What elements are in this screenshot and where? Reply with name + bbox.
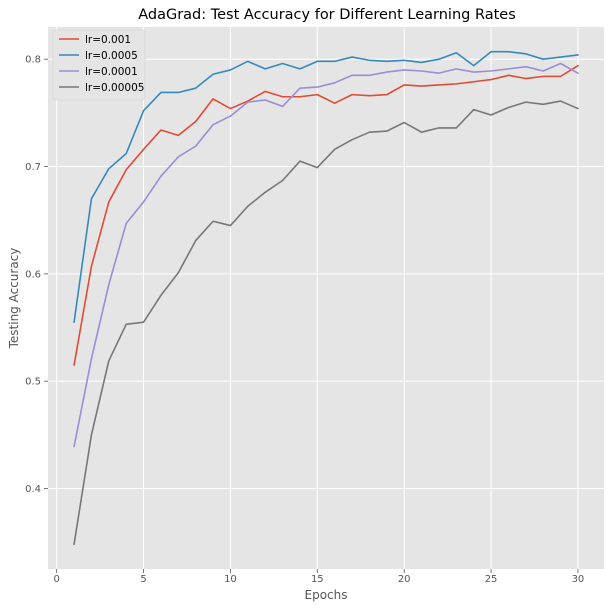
y-tick-label: 0.6 bbox=[25, 269, 41, 280]
legend: lr=0.001 lr=0.0005 lr=0.0001 lr=0.00005 bbox=[52, 29, 146, 101]
x-tick-label: 10 bbox=[224, 574, 237, 585]
y-tick-label: 0.7 bbox=[25, 162, 41, 173]
legend-frame bbox=[52, 29, 146, 101]
x-axis-label: Epochs bbox=[305, 588, 348, 602]
chart-title: AdaGrad: Test Accuracy for Different Lea… bbox=[138, 7, 516, 23]
legend-label-1: lr=0.0005 bbox=[85, 50, 138, 62]
x-tick-label: 20 bbox=[398, 574, 411, 585]
x-tick-label: 15 bbox=[311, 574, 324, 585]
x-tick-label: 30 bbox=[572, 574, 585, 585]
series-line-3 bbox=[73, 100, 579, 546]
y-tick-label: 0.4 bbox=[25, 484, 41, 495]
legend-label-3: lr=0.00005 bbox=[85, 82, 144, 94]
y-tick-label: 0.8 bbox=[25, 55, 41, 66]
series-line-0 bbox=[73, 64, 579, 366]
plot-area bbox=[48, 27, 604, 569]
series-line-2 bbox=[73, 62, 579, 448]
x-tick-label: 0 bbox=[54, 574, 60, 585]
x-tick-label: 25 bbox=[485, 574, 498, 585]
legend-label-2: lr=0.0001 bbox=[85, 66, 138, 78]
y-axis-label: Testing Accuracy bbox=[7, 248, 21, 350]
y-tick-label: 0.5 bbox=[25, 377, 41, 388]
series-line-1 bbox=[73, 50, 579, 323]
ticks: 0 5 10 15 20 25 30 0.4 0.5 0.6 0.7 0.8 bbox=[25, 55, 584, 585]
legend-label-0: lr=0.001 bbox=[85, 34, 131, 46]
series-layer bbox=[73, 50, 579, 546]
x-tick-label: 5 bbox=[140, 574, 146, 585]
